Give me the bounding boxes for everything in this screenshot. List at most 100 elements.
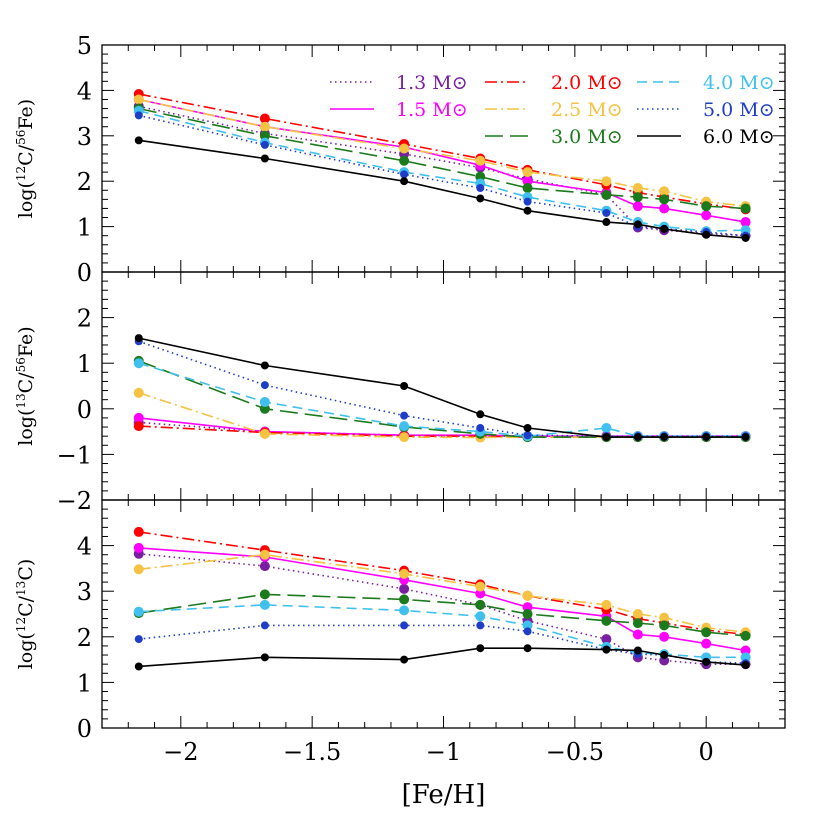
legend-entry: 6.0 M⊙ (637, 126, 775, 148)
series-line (138, 553, 746, 633)
panel-frame (101, 499, 786, 729)
data-point (602, 645, 611, 654)
data-point (400, 177, 409, 186)
series-line (138, 340, 746, 438)
data-point (632, 609, 643, 619)
series-2.0-msun (133, 421, 751, 443)
y-axis-label-part: C/ (15, 144, 37, 166)
data-point (632, 192, 643, 203)
data-point (476, 184, 485, 193)
data-point (523, 627, 532, 636)
data-point (133, 387, 144, 398)
y-axis-label-part: Fe) (15, 326, 37, 357)
data-point (400, 170, 409, 179)
y-tick-label: 0 (77, 259, 92, 287)
y-axis-label-part: C) (15, 559, 37, 581)
series-line (138, 553, 746, 666)
data-point (259, 113, 270, 124)
data-point (632, 618, 643, 629)
data-point (133, 421, 144, 432)
data-point (476, 410, 485, 419)
data-point (740, 645, 751, 656)
y-tick-label: 0 (77, 715, 92, 743)
data-point (260, 653, 269, 662)
data-point (523, 423, 532, 432)
data-point (702, 230, 711, 239)
y-axis-label-part: log( (15, 409, 37, 446)
series-line (138, 624, 746, 664)
legend-label: 6.0 M⊙ (703, 126, 775, 148)
data-point (523, 431, 532, 440)
data-point (659, 620, 670, 631)
data-point (399, 583, 410, 594)
data-point (701, 638, 712, 649)
data-point (476, 423, 485, 432)
y-tick-label: 1 (77, 350, 92, 378)
series-line (138, 107, 746, 210)
data-point (633, 220, 642, 229)
y-tick-label: 0 (77, 396, 92, 424)
data-point (259, 403, 270, 414)
data-point (133, 358, 144, 369)
data-point (740, 630, 751, 641)
y-axis-label-part: Fe) (15, 99, 37, 130)
data-point (660, 224, 669, 233)
series-6.0-msun (134, 644, 750, 671)
data-point (399, 605, 410, 616)
y-axis-label: log(12C/13C) (14, 559, 37, 670)
data-point (740, 652, 751, 663)
data-point (522, 183, 533, 194)
x-tick-label: 0 (699, 738, 714, 766)
series-line (138, 98, 746, 207)
y-axis-label-part: 56 (14, 130, 28, 145)
y-tick-label: 5 (77, 32, 92, 60)
data-point (602, 433, 611, 442)
data-point (701, 627, 712, 638)
series-line (138, 337, 746, 438)
data-point (633, 433, 642, 442)
data-point (134, 635, 143, 644)
data-point (134, 662, 143, 671)
y-tick-label: 1 (77, 669, 92, 697)
series-line (138, 547, 746, 652)
legend-entry: 4.0 M⊙ (637, 72, 775, 94)
series-line (138, 647, 746, 668)
data-point (399, 143, 410, 154)
legend-label: 4.0 M⊙ (703, 72, 775, 94)
data-point (400, 655, 409, 664)
data-point (660, 651, 669, 660)
data-point (632, 201, 643, 212)
series-line (138, 139, 746, 239)
y-axis-label-part: 12 (14, 617, 28, 632)
series-1.3-msun (133, 101, 751, 241)
data-point (134, 111, 143, 120)
data-point (400, 382, 409, 390)
legend-entry: 3.0 M⊙ (485, 126, 623, 148)
data-point (259, 549, 270, 560)
data-point (476, 644, 485, 653)
y-axis-label: log(12C/56Fe) (14, 99, 37, 218)
series-2.5-msun (133, 387, 751, 443)
data-point (741, 661, 750, 670)
data-point (601, 634, 612, 645)
data-point (659, 203, 670, 214)
data-point (476, 194, 485, 203)
y-axis-label-part: 12 (14, 166, 28, 181)
series-6.0-msun (134, 334, 750, 442)
data-point (133, 564, 144, 575)
data-point (602, 218, 611, 227)
data-point (632, 183, 643, 194)
y-axis-label-part: 13 (14, 393, 28, 408)
series-line (138, 93, 746, 211)
data-point (260, 140, 269, 149)
legend-label: 2.5 M⊙ (551, 99, 623, 121)
data-point (701, 210, 712, 221)
data-point (400, 411, 409, 420)
data-point (702, 657, 711, 666)
data-point (601, 599, 612, 610)
data-point (260, 381, 269, 390)
data-point (133, 526, 144, 537)
y-tick-label: 2 (77, 305, 92, 333)
y-tick-label: −2 (57, 487, 92, 515)
